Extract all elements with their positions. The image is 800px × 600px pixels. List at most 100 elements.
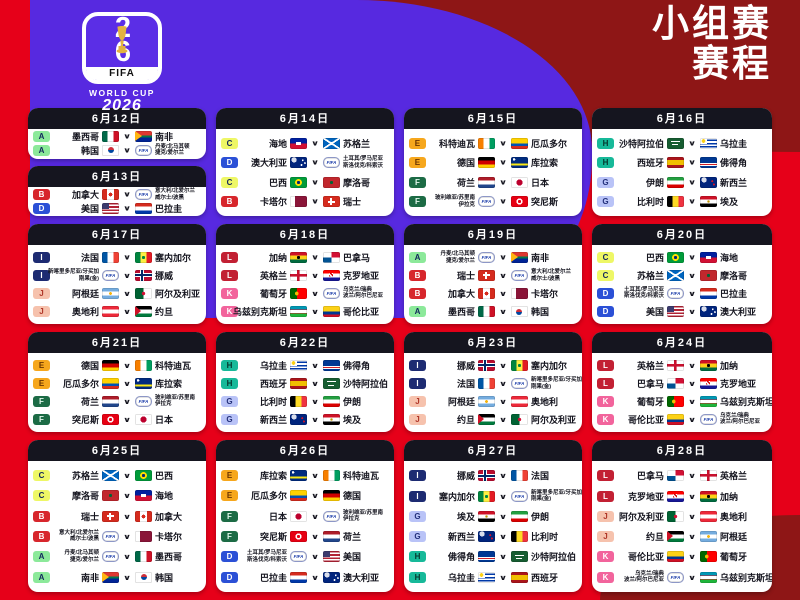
match-row: D 巴拉圭 ∨ 澳大利亚 <box>220 571 389 584</box>
flag-icon-sct <box>322 137 340 149</box>
home-team: 挪威 <box>429 469 495 482</box>
home-team: 瑞士 <box>53 510 119 523</box>
team-name: 科特迪瓦 <box>438 138 475 149</box>
home-team: 玻利维亚/苏里南 伊拉克 FIFA <box>429 195 495 208</box>
match-row: F 突尼斯 ∨ 荷兰 <box>220 530 389 543</box>
team-name: 法国 <box>80 252 99 263</box>
vs-icon: ∨ <box>122 271 132 280</box>
flag-icon-no <box>477 359 495 371</box>
flag-icon-ht <box>289 137 307 149</box>
card-slot: 6月14日 C 海地 ∨ 苏格兰 D 澳大利亚 ∨ FIFA 土耳其/罗马尼亚 斯洛伐克/科索沃 C 巴… <box>215 108 394 216</box>
playoff-line: 丹麦/北马其顿 <box>64 550 99 557</box>
team-name: 乌兹别克斯坦 <box>719 396 772 407</box>
vs-icon: ∨ <box>687 158 697 167</box>
away-team: 约旦 <box>135 305 201 318</box>
vs-icon: ∨ <box>498 492 508 501</box>
page-title-line1: 小组赛 <box>652 3 772 44</box>
card-slot: 6月22日 H 乌拉圭 ∨ 佛得角 H 西班牙 ∨ 沙特阿拉伯 G 比利时 ∨ 伊朗 G 新西兰 ∨ 埃及 <box>215 332 394 432</box>
team-name: 南非 <box>530 253 549 264</box>
match-row: H 佛得角 ∨ 沙特阿拉伯 <box>408 550 577 563</box>
away-team: 日本 <box>510 176 577 189</box>
match-row: H 乌拉圭 ∨ 佛得角 <box>220 359 389 372</box>
away-team: 摩洛哥 <box>322 176 389 189</box>
group-badge-L: L <box>220 269 238 281</box>
match-row: J 奥地利 ∨ 约旦 <box>33 305 201 318</box>
match-card: 6月17日 I 法国 ∨ 塞内加尔 I 新喀里多尼亚/牙买加 刚果(金) FIFA ∨ 挪威 J 阿根廷… <box>28 224 206 324</box>
fifa-badge-icon: FIFA <box>102 551 119 563</box>
group-badge-F: F <box>33 395 50 407</box>
fifa-badge-icon: FIFA <box>666 287 684 299</box>
vs-icon: ∨ <box>310 532 320 541</box>
match-card: 6月16日 H 沙特阿拉伯 ∨ 乌拉圭 H 西班牙 ∨ 佛得角 G 伊朗 ∨ 新西兰 G 比利时 ∨ 埃及 <box>591 108 772 216</box>
logo-emblem: 2 6 FIFA <box>82 12 162 84</box>
team-name: 苏格兰 <box>636 270 664 281</box>
vs-icon: ∨ <box>310 307 320 316</box>
fifa-badge-icon: FIFA <box>510 490 528 502</box>
match-row: F 日本 ∨ FIFA 玻利维亚/苏里南 伊拉克 <box>220 510 389 523</box>
away-team: 美国 <box>322 550 389 563</box>
team-name: 英格兰 <box>259 270 287 281</box>
flag-icon-tn <box>102 414 119 425</box>
team-name: 阿根廷 <box>447 397 475 408</box>
flag-icon-co <box>666 551 684 563</box>
vs-icon: ∨ <box>310 289 320 298</box>
match-row: L 加纳 ∨ 巴拿马 <box>220 251 389 264</box>
home-team: 土耳其/罗马尼亚 斯洛伐克/科索沃 FIFA <box>241 550 307 563</box>
flag-icon-es <box>666 157 684 169</box>
home-team: 海地 <box>241 137 307 150</box>
flag-icon-py <box>699 287 717 299</box>
home-team: 新西兰 <box>429 530 495 543</box>
vs-icon: ∨ <box>498 289 508 298</box>
trophy-icon <box>112 25 132 60</box>
team-name: 沙特阿拉伯 <box>342 379 388 389</box>
group-badge-D: D <box>33 202 50 214</box>
vs-icon: ∨ <box>498 471 508 480</box>
match-row: A 丹麦/北马其顿 捷克/爱尔兰 FIFA ∨ 墨西哥 <box>33 550 201 563</box>
flag-icon-us <box>102 202 119 214</box>
card-slot: 6月15日 E 科特迪瓦 ∨ 厄瓜多尔 E 德国 ∨ 库拉索 F 荷兰 ∨ 日本 F 玻利维亚/苏里南 伊拉克… <box>403 108 582 216</box>
card-slot: 6月16日 H 沙特阿拉伯 ∨ 乌拉圭 H 西班牙 ∨ 佛得角 G 伊朗 ∨ 新西兰 G 比利时 ∨ 埃及 <box>591 108 772 216</box>
flag-icon-sct <box>666 269 684 281</box>
home-team: 厄瓜多尔 <box>53 377 119 390</box>
vs-icon: ∨ <box>122 397 132 406</box>
team-name: 巴拿马 <box>636 471 664 482</box>
team-name: 瑞士 <box>456 271 475 282</box>
flag-icon-gh <box>699 490 717 502</box>
flag-icon-uz <box>289 306 307 317</box>
vs-icon: ∨ <box>122 471 132 480</box>
flag-icon-kr <box>102 144 119 156</box>
home-team: 比利时 <box>241 395 307 408</box>
home-team: 巴西 <box>241 176 307 189</box>
team-name: 墨西哥 <box>447 307 475 318</box>
playoff-placeholder: 乌克兰/瑞典 波兰/阿尔巴尼亚 <box>343 287 383 300</box>
card-slot: 6月24日 L 英格兰 ∨ 加纳 L 巴拿马 ∨ 克罗地亚 K 葡萄牙 ∨ 乌兹别克斯坦 K 哥伦比亚 ∨ FI… <box>591 332 772 432</box>
group-badge-H: H <box>408 571 426 583</box>
vs-icon: ∨ <box>122 132 132 141</box>
away-team: 澳大利亚 <box>322 571 389 584</box>
flag-icon-sn <box>135 251 152 263</box>
group-badge-D: D <box>220 157 238 169</box>
team-name: 埃及 <box>342 415 361 425</box>
home-team: 伊朗 <box>617 176 684 189</box>
flag-icon-pa <box>666 470 684 482</box>
team-name: 巴西 <box>155 471 174 482</box>
playoff-line: 丹麦/北马其顿 <box>440 250 475 257</box>
vs-icon: ∨ <box>122 491 132 500</box>
team-name: 挪威 <box>456 471 475 482</box>
vs-icon: ∨ <box>122 253 132 262</box>
home-team: 意大利/北爱尔兰 威尔士/波黑 FIFA <box>53 530 119 543</box>
flag-icon-pt <box>289 287 307 299</box>
team-name: 南非 <box>80 572 99 583</box>
flag-icon-cv <box>477 551 495 563</box>
vs-icon: ∨ <box>498 397 508 406</box>
card-body: A 墨西哥 ∨ 南非 A 韩国 ∨ FIFA 丹麦/北马其顿 捷克/爱尔兰 <box>28 129 206 159</box>
playoff-line: 土耳其/罗马尼亚 <box>342 156 384 163</box>
away-team: FIFA 土耳其/罗马尼亚 斯洛伐克/科索沃 <box>322 156 389 169</box>
group-badge-I: I <box>408 470 426 482</box>
away-team: 巴拉圭 <box>135 202 201 215</box>
match-card: 6月18日 L 加纳 ∨ 巴拿马 L 英格兰 ∨ 克罗地亚 K 葡萄牙 ∨ FIFA 乌克兰/瑞典 波兰/阿… <box>215 224 394 324</box>
away-team: 比利时 <box>510 530 577 543</box>
group-badge-K: K <box>220 287 238 299</box>
home-team: 葡萄牙 <box>617 395 684 408</box>
team-name: 卡塔尔 <box>155 531 183 542</box>
